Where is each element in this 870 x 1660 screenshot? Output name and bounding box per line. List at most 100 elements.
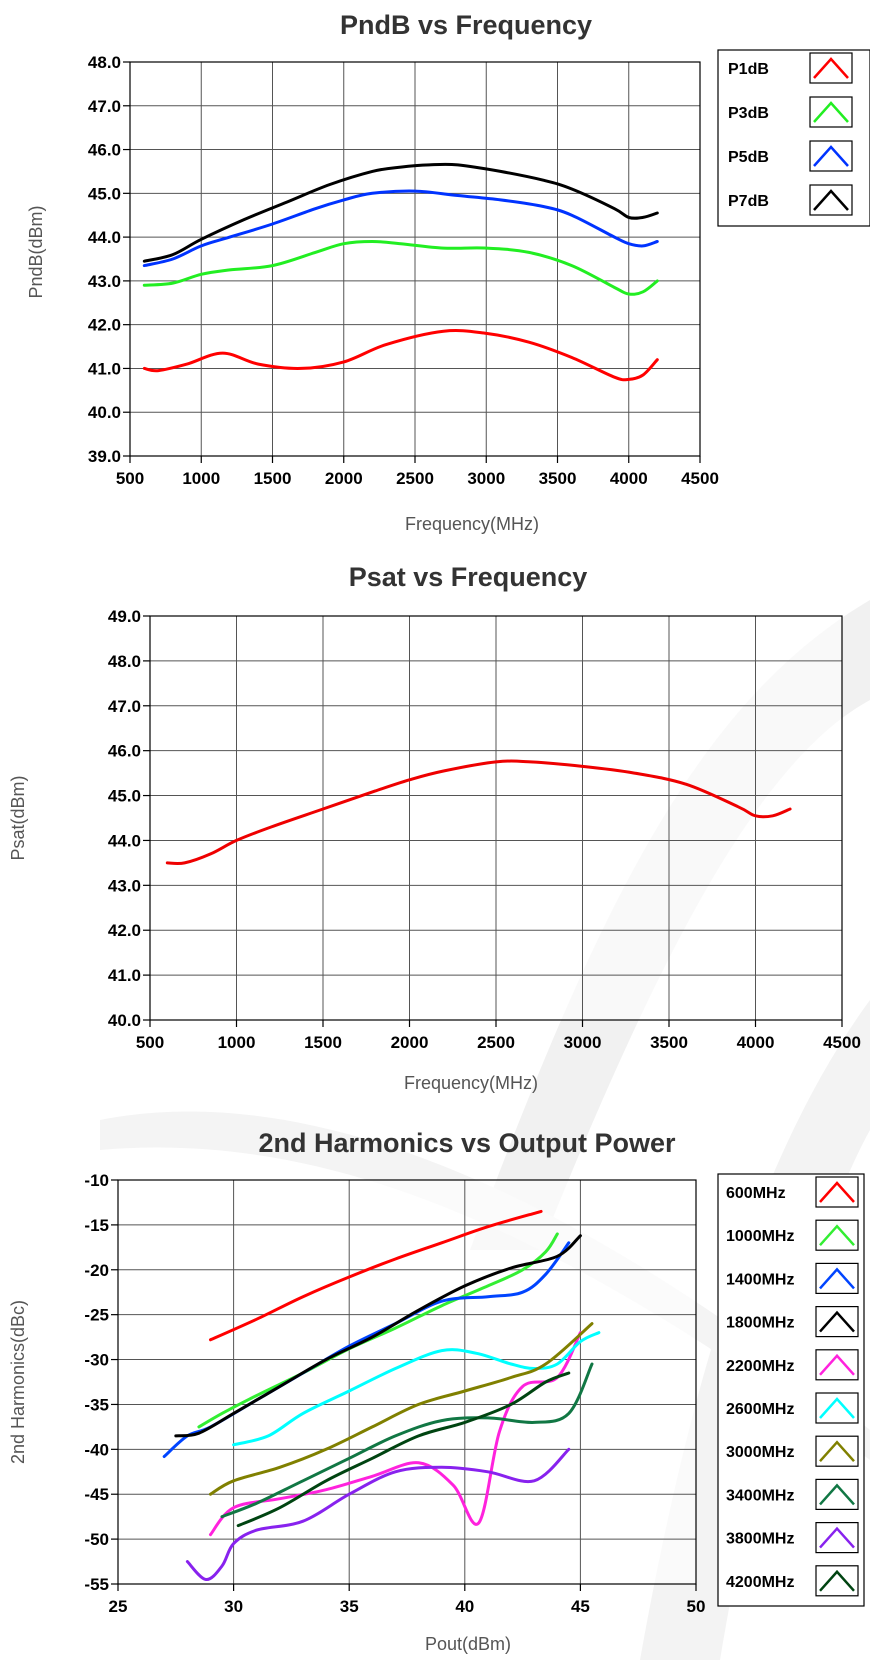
x-tick-label: 2500 <box>396 469 434 488</box>
legend-label: 2200MHz <box>726 1358 794 1375</box>
x-tick-label: 2000 <box>325 469 363 488</box>
x-tick-label: 3000 <box>564 1033 602 1052</box>
legend: 600MHz 1000MHz 1400MHz 1800MHz 2200MHz 2600MH… <box>726 1176 859 1597</box>
legend-label: P1dB <box>728 61 769 78</box>
y-tick-label: 40.0 <box>108 1011 141 1030</box>
y-tick-label: -40 <box>84 1440 109 1459</box>
x-tick-label: 2500 <box>477 1033 515 1052</box>
x-tick-label: 45 <box>571 1597 590 1616</box>
x-tick-label: 500 <box>116 469 144 488</box>
legend-swatch-line <box>819 1397 855 1419</box>
plot-frame <box>117 1179 697 1585</box>
y-tick-label: -55 <box>84 1575 109 1594</box>
y-tick-label: 39.0 <box>88 447 121 466</box>
legend-swatch-box <box>815 1262 859 1295</box>
chart-title: 2nd Harmonics vs Output Power <box>258 1128 676 1158</box>
x-tick-labels: 25 30 35 40 45 50 <box>109 1584 706 1616</box>
y-tick-label: -15 <box>84 1216 109 1235</box>
series-line-3000mhz <box>209 1322 594 1496</box>
legend-label: 3800MHz <box>726 1531 794 1548</box>
y-tick-label: -30 <box>84 1351 109 1370</box>
y-tick-label: -50 <box>84 1530 109 1549</box>
y-tick-label: 45.0 <box>108 787 141 806</box>
y-tick-label: 45.0 <box>88 184 121 203</box>
y-tick-label: 42.0 <box>88 316 121 335</box>
pndb-vs-frequency-chart: PndB vs Frequency 39.0 40.0 41.0 42.0 43.0 44… <box>26 10 870 534</box>
y-tick-label: 47.0 <box>88 97 121 116</box>
y-axis-label: Psat(dBm) <box>8 775 28 860</box>
legend-label: P7dB <box>728 193 769 210</box>
y-tick-label: 48.0 <box>88 53 121 72</box>
y-axis-label: PndB(dBm) <box>26 205 46 298</box>
series-line-4200mhz <box>236 1371 571 1528</box>
x-tick-label: 1500 <box>254 469 292 488</box>
series-line-p1db <box>142 329 659 382</box>
x-tick-label: 4500 <box>823 1033 861 1052</box>
series-line-3400mhz <box>220 1362 594 1519</box>
y-tick-label: -45 <box>84 1485 109 1504</box>
series-group <box>162 1209 601 1582</box>
y-tick-label: 44.0 <box>88 228 121 247</box>
y-tick-label: -10 <box>84 1171 109 1190</box>
x-tick-label: 35 <box>340 1597 359 1616</box>
x-tick-label: 1500 <box>304 1033 342 1052</box>
series-line-600mhz <box>209 1209 543 1342</box>
x-tick-label: 40 <box>455 1597 474 1616</box>
series-line-1800mhz <box>174 1234 582 1438</box>
x-tick-label: 25 <box>109 1597 128 1616</box>
legend-swatch-line <box>819 1224 855 1247</box>
legend-label: P3dB <box>728 105 769 122</box>
legend-swatch-line <box>819 1483 855 1506</box>
legend-swatch-line <box>819 1353 855 1376</box>
y-tick-label: 44.0 <box>108 831 141 850</box>
x-tick-label: 2000 <box>391 1033 429 1052</box>
legend-swatch-line <box>813 145 849 167</box>
y-tick-label: 43.0 <box>88 272 121 291</box>
legend-swatch-line <box>819 1267 855 1290</box>
legend-label: 1400MHz <box>726 1271 794 1288</box>
legend-label: 1000MHz <box>726 1228 794 1245</box>
chart-title: Psat vs Frequency <box>349 562 588 592</box>
series-line-p7db <box>142 162 659 263</box>
x-tick-label: 3000 <box>467 469 505 488</box>
legend-label: 600MHz <box>726 1185 786 1202</box>
x-axis-label: Pout(dBm) <box>425 1634 511 1654</box>
y-tick-label: -20 <box>84 1261 109 1280</box>
y-tick-label: 40.0 <box>88 403 121 422</box>
series-line-2200mhz <box>209 1331 582 1537</box>
legend-label: P5dB <box>728 149 769 166</box>
y-tick-labels: 40.0 41.0 42.0 43.0 44.0 45.0 46.0 47.0 48.0 49.0 <box>108 607 150 1030</box>
legend-swatch-line <box>819 1310 855 1333</box>
psat-vs-frequency-chart: Psat vs Frequency 40.0 41.0 42.0 43.0 44.0 45… <box>8 562 861 1093</box>
legend-label: 1800MHz <box>726 1315 794 1332</box>
legend-swatch-line <box>819 1440 855 1463</box>
y-tick-label: 49.0 <box>108 607 141 626</box>
legend-swatch-line <box>813 101 849 123</box>
series-line-p5db <box>142 189 659 268</box>
legend-swatch-line <box>819 1181 855 1203</box>
y-tick-label: 47.0 <box>108 697 141 716</box>
chart-title: PndB vs Frequency <box>340 10 592 40</box>
legend-swatch-line <box>813 189 849 211</box>
legend-label: 2600MHz <box>726 1401 794 1418</box>
x-tick-label: 3500 <box>650 1033 688 1052</box>
harmonics-vs-output-power-chart: 2nd Harmonics vs Output Power -55 -50 -45 -… <box>8 1128 865 1654</box>
x-tick-label: 500 <box>136 1033 164 1052</box>
x-tick-labels: 500 1000 1500 2000 2500 3000 3500 4000 4500 <box>136 1020 861 1052</box>
legend-label: 3400MHz <box>726 1487 794 1504</box>
y-tick-label: 48.0 <box>108 652 141 671</box>
x-tick-label: 4000 <box>737 1033 775 1052</box>
series-group <box>165 759 792 866</box>
x-tick-label: 30 <box>224 1597 243 1616</box>
x-tick-label: 50 <box>687 1597 706 1616</box>
y-tick-label: -25 <box>84 1306 109 1325</box>
y-tick-label: 46.0 <box>88 141 121 160</box>
legend-swatch-line <box>819 1569 855 1592</box>
legend: P1dB P3dB P5dB P7dB <box>728 52 853 216</box>
y-tick-labels: 39.0 40.0 41.0 42.0 43.0 44.0 45.0 46.0 47.0 48.0 <box>88 53 130 466</box>
y-tick-label: -35 <box>84 1395 109 1414</box>
x-tick-label: 4000 <box>610 469 648 488</box>
legend-label: 3000MHz <box>726 1444 794 1461</box>
x-tick-label: 3500 <box>539 469 577 488</box>
